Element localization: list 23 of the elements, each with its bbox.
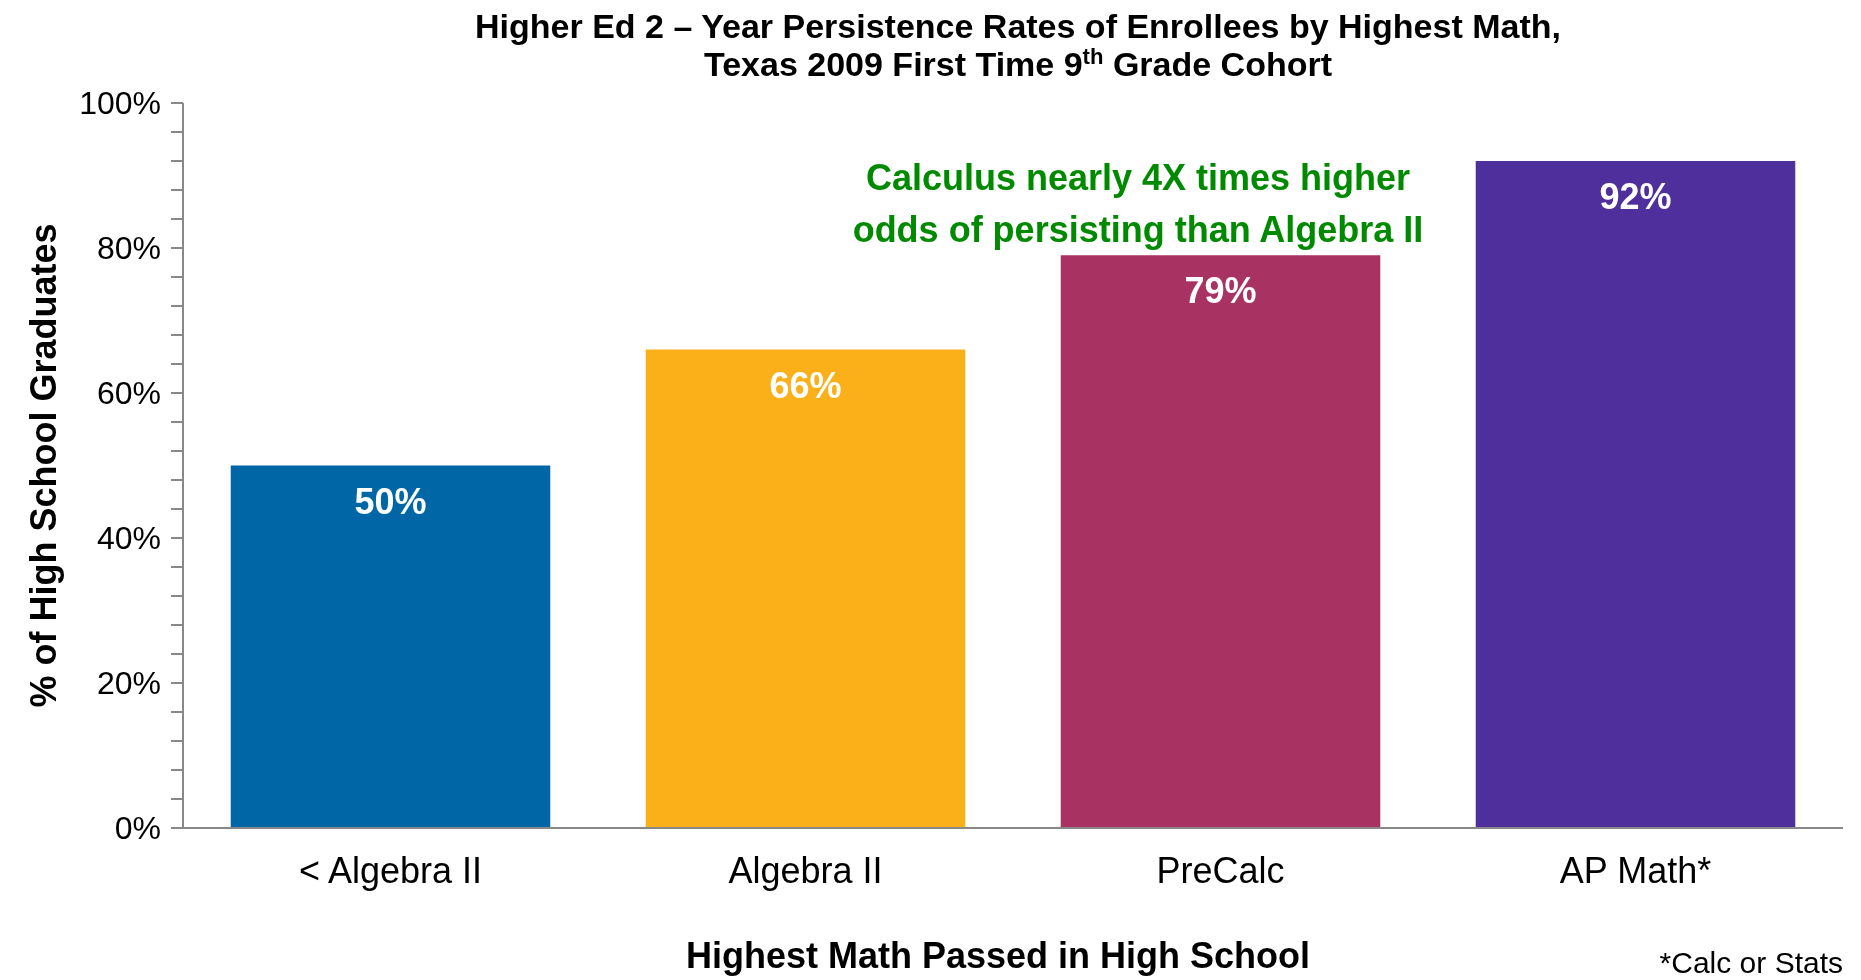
y-tick-label: 100% (79, 85, 161, 122)
text: *Calc or Stats (1659, 946, 1843, 979)
data-label: 50% (354, 480, 427, 522)
y-tick-label: 40% (96, 520, 161, 557)
y-tick-label: 80% (96, 230, 161, 267)
chart-title: Higher Ed 2 – Year Persistence Rates of Enrollees by Highest Math, Texas 2009 First Time 9$^{th}$ Grade Cohort (475, 7, 1561, 83)
y-tick-label: 0% (114, 810, 161, 847)
data-label: 79% (1184, 270, 1257, 312)
bar (230, 465, 551, 828)
x-tick-label: PreCalc (1156, 850, 1285, 891)
data-label: 66% (769, 364, 842, 406)
y-axis-title: % of High School Graduates (23, 223, 64, 708)
x-tick-label: < Algebra II (298, 850, 483, 891)
y-tick-label: 20% (96, 665, 161, 702)
x-tick-label: Algebra II (728, 850, 883, 891)
x-tick-label: AP Math* (1559, 850, 1712, 891)
y-tick-label: 60% (96, 375, 161, 412)
bar (1060, 255, 1381, 828)
bar (645, 349, 966, 828)
annotation: Calculus nearly 4X times higher odds of persisting than Algebra II (852, 157, 1424, 250)
bar (1475, 161, 1796, 828)
data-label: 92% (1599, 176, 1672, 217)
x-axis-title: Highest Math Passed in High School (685, 935, 1311, 976)
